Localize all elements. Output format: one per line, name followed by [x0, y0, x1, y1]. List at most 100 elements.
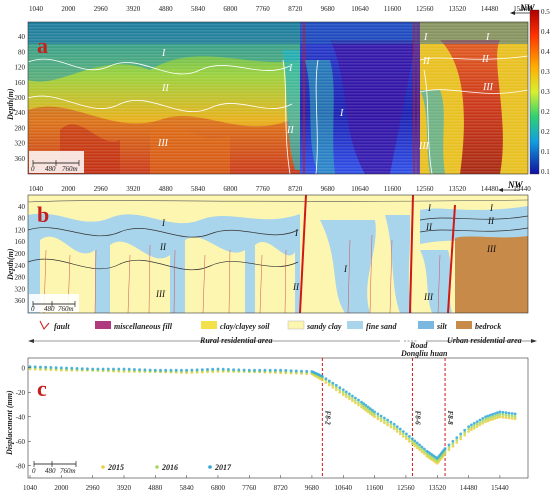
- colorbar-tick-label: 0.30: [541, 88, 550, 96]
- data-point-2015: [470, 428, 473, 432]
- data-point-2017: [174, 368, 178, 372]
- data-point-2017: [470, 423, 473, 427]
- panel-a-letter: a: [37, 33, 48, 58]
- data-point-2017: [423, 447, 426, 451]
- depth-tick-label: 360: [15, 155, 26, 163]
- data-point-2015: [491, 417, 495, 421]
- data-point-2017: [498, 410, 502, 414]
- fault-label: F8-2: [323, 411, 331, 426]
- data-point-2015: [389, 425, 393, 429]
- data-point-2015: [411, 442, 414, 446]
- x-tick-label: 7760: [256, 185, 271, 193]
- colorbar-tick-label: 0.20: [541, 128, 550, 136]
- data-point-2016: [383, 419, 386, 422]
- data-point-2016: [371, 411, 374, 415]
- y-tick-label: -80: [16, 462, 26, 470]
- x-tick-label: 12560: [416, 5, 434, 13]
- data-point-2015: [501, 415, 505, 419]
- data-point-2017: [321, 375, 324, 378]
- x-tick-label: 11600: [366, 484, 384, 492]
- svg-text:II: II: [159, 242, 167, 252]
- data-point-2016: [376, 415, 380, 418]
- data-point-2015: [484, 420, 487, 424]
- x-tick-label: 15440: [513, 185, 531, 193]
- x-tick-label: 11600: [384, 5, 402, 13]
- x-tick-label: 3920: [117, 484, 132, 492]
- rural-area-label: Rural residential area: [199, 336, 272, 345]
- depth-tick-label: 200: [15, 250, 26, 258]
- data-point-2016: [338, 388, 342, 392]
- data-point-2016: [348, 395, 351, 398]
- depth-tick-label: 360: [15, 297, 26, 305]
- svg-text:bedrock: bedrock: [475, 322, 501, 331]
- legend: fault miscellaneous fill clay/clayey soi…: [39, 320, 501, 331]
- panel-b-letter: b: [37, 202, 49, 227]
- data-point-2017: [472, 421, 476, 425]
- panel-a-nw-label: NW: [519, 3, 535, 13]
- panel-b-y-tick-labels: 40 80 120 160 200 240 280 320 360: [15, 203, 26, 305]
- data-point-2017: [138, 368, 142, 371]
- svg-text:sandy clay: sandy clay: [306, 322, 342, 331]
- data-point-2017: [344, 390, 348, 394]
- svg-text:0: 0: [31, 305, 35, 313]
- data-point-2015: [321, 378, 324, 382]
- data-point-2015: [408, 439, 411, 443]
- data-point-2017: [86, 367, 89, 371]
- data-point-2016: [496, 413, 499, 417]
- x-tick-label: 8720: [288, 5, 303, 13]
- y-tick-label: -20: [16, 389, 26, 397]
- depth-tick-label: 240: [15, 262, 26, 270]
- depth-tick-label: 80: [18, 215, 26, 223]
- data-point-2015: [327, 383, 331, 387]
- data-point-2017: [65, 366, 68, 370]
- data-point-2017: [451, 439, 455, 443]
- data-point-2017: [415, 441, 419, 445]
- data-point-2017: [274, 368, 277, 372]
- data-point-2016: [354, 399, 357, 402]
- svg-text:II: II: [481, 54, 489, 65]
- data-point-2017: [122, 367, 126, 371]
- data-point-2015: [398, 432, 402, 436]
- x-tick-label: 10640: [351, 5, 369, 13]
- geologic-section: [27, 194, 529, 314]
- data-point-2017: [101, 367, 105, 371]
- data-point-2017: [383, 416, 386, 420]
- y-tick-label: -40: [16, 413, 26, 421]
- data-point-2015: [392, 427, 396, 431]
- data-point-2017: [195, 368, 199, 372]
- svg-text:miscellaneous fill: miscellaneous fill: [114, 322, 173, 331]
- legend-bedrock: bedrock: [456, 321, 501, 331]
- x-tick-label: 6800: [211, 484, 226, 492]
- svg-text:clay/clayey soil: clay/clayey soil: [220, 322, 270, 331]
- x-tick-label: 2960: [86, 484, 101, 492]
- data-point-2017: [334, 383, 338, 387]
- data-point-2017: [253, 368, 256, 372]
- data-point-2017: [360, 400, 363, 404]
- data-point-2017: [389, 420, 393, 424]
- resistivity-image: [28, 22, 528, 174]
- data-point-2017: [185, 368, 189, 372]
- x-tick-label: 9680: [321, 5, 336, 13]
- x-tick-label: 14480: [481, 185, 499, 193]
- zone-label-II: II: [161, 83, 169, 94]
- data-point-2017: [488, 413, 492, 417]
- data-point-2015: [496, 416, 499, 419]
- panel-a: 1040 2000 2960 3920 4880 5840 6800 7760 8720 9680…: [6, 3, 550, 176]
- data-point-2017: [354, 396, 357, 400]
- data-point-2015: [478, 423, 482, 427]
- panel-c-y-tick-labels: 0 -20 -40 -60 -80: [16, 364, 31, 470]
- svg-text:I: I: [489, 203, 494, 213]
- depth-tick-label: 240: [15, 109, 26, 117]
- data-point-2017: [112, 367, 115, 371]
- depth-tick-label: 280: [15, 124, 26, 132]
- data-point-2017: [91, 367, 95, 371]
- x-tick-label: 14480: [481, 5, 499, 13]
- data-point-2017: [398, 427, 402, 431]
- data-point-2017: [305, 369, 309, 373]
- y-tick-label: 0: [22, 364, 26, 372]
- depth-tick-label: 160: [15, 79, 26, 87]
- svg-text:760m: 760m: [60, 467, 76, 475]
- data-point-2015: [341, 393, 345, 397]
